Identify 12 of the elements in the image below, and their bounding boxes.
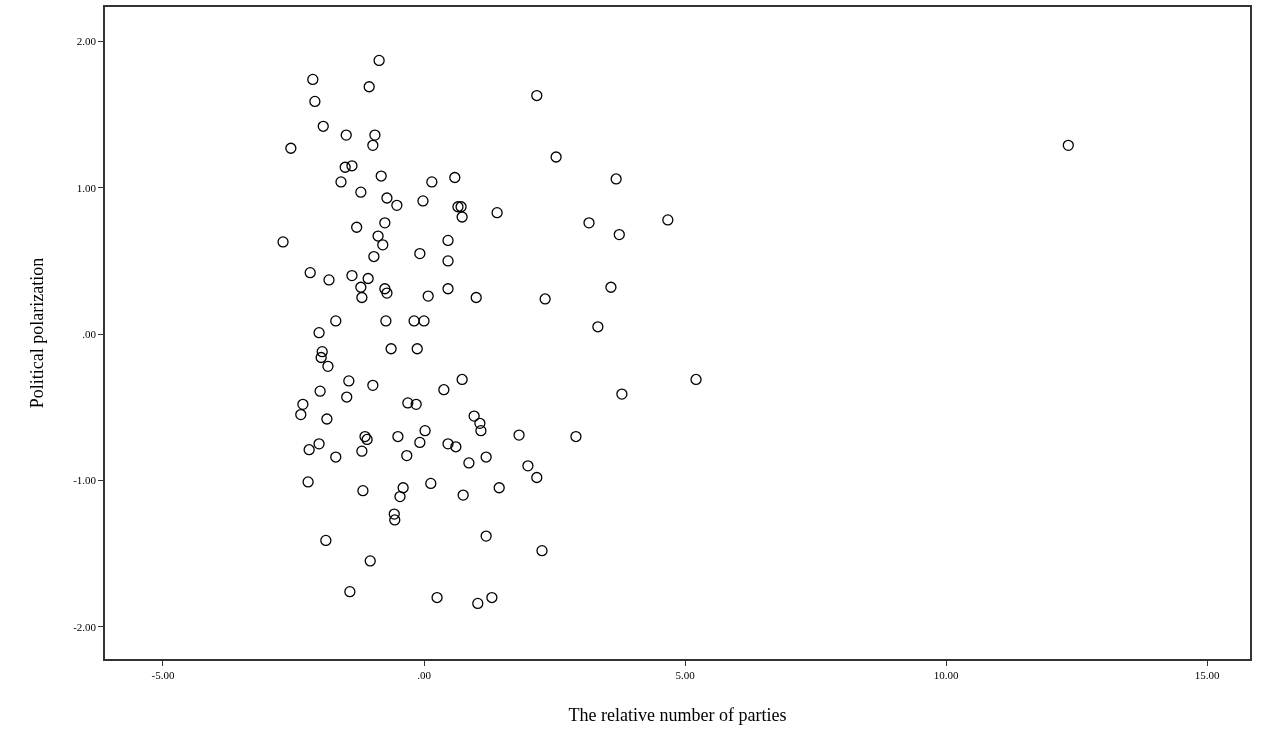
y-axis-title: Political polarization xyxy=(26,257,47,409)
y-tick-label: -2.00 xyxy=(73,620,97,633)
y-tick-label: -1.00 xyxy=(73,474,97,487)
x-tick-label: -5.00 xyxy=(151,668,175,681)
x-tick-label: .00 xyxy=(417,668,432,681)
y-tick-label: .00 xyxy=(82,327,97,340)
x-tick-label: 10.00 xyxy=(933,668,960,681)
x-axis-title: The relative number of parties xyxy=(568,704,787,725)
y-tick-label: 2.00 xyxy=(76,35,97,48)
x-tick-label: 15.00 xyxy=(1194,668,1221,681)
x-tick-label: 5.00 xyxy=(675,668,696,681)
y-tick-label: 1.00 xyxy=(76,181,97,194)
